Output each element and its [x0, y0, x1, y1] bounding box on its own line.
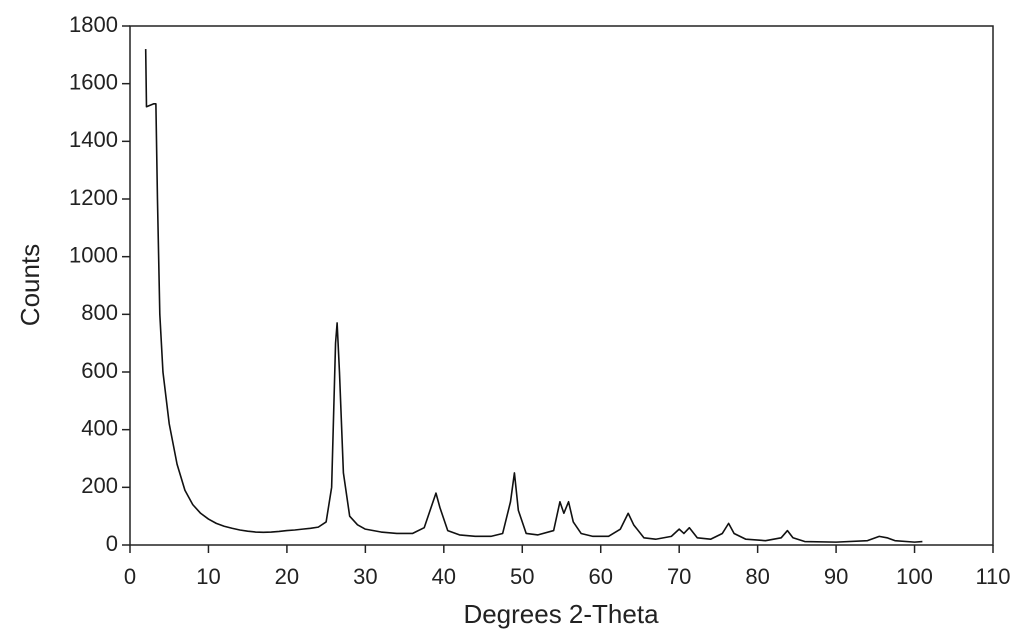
y-tick-label: 200 — [81, 473, 118, 498]
y-tick-label: 1200 — [69, 185, 118, 210]
x-tick-label: 110 — [975, 564, 1010, 589]
x-tick-label: 70 — [667, 564, 691, 589]
y-tick-label: 1600 — [69, 69, 118, 94]
x-tick-label: 0 — [124, 564, 136, 589]
plot-frame — [129, 25, 994, 546]
y-tick-label: 400 — [81, 415, 118, 440]
y-tick-label: 600 — [81, 358, 118, 383]
x-tick-label: 10 — [196, 564, 220, 589]
x-tick-label: 40 — [432, 564, 456, 589]
x-tick-label: 20 — [275, 564, 299, 589]
y-axis-title: Counts — [15, 244, 45, 326]
x-tick-label: 60 — [588, 564, 612, 589]
data-line — [144, 49, 923, 543]
x-tick-label: 100 — [896, 564, 933, 589]
x-tick-label: 30 — [353, 564, 377, 589]
y-tick-label: 800 — [81, 300, 118, 325]
y-tick-label: 1400 — [69, 127, 118, 152]
y-tick-label: 0 — [106, 531, 118, 556]
x-tick-label: 80 — [745, 564, 769, 589]
y-tick-label: 1800 — [69, 12, 118, 37]
x-tick-label: 50 — [510, 564, 534, 589]
x-axis-title: Degrees 2-Theta — [463, 599, 659, 629]
y-tick-label: 1000 — [69, 242, 118, 267]
x-tick-label: 90 — [824, 564, 848, 589]
